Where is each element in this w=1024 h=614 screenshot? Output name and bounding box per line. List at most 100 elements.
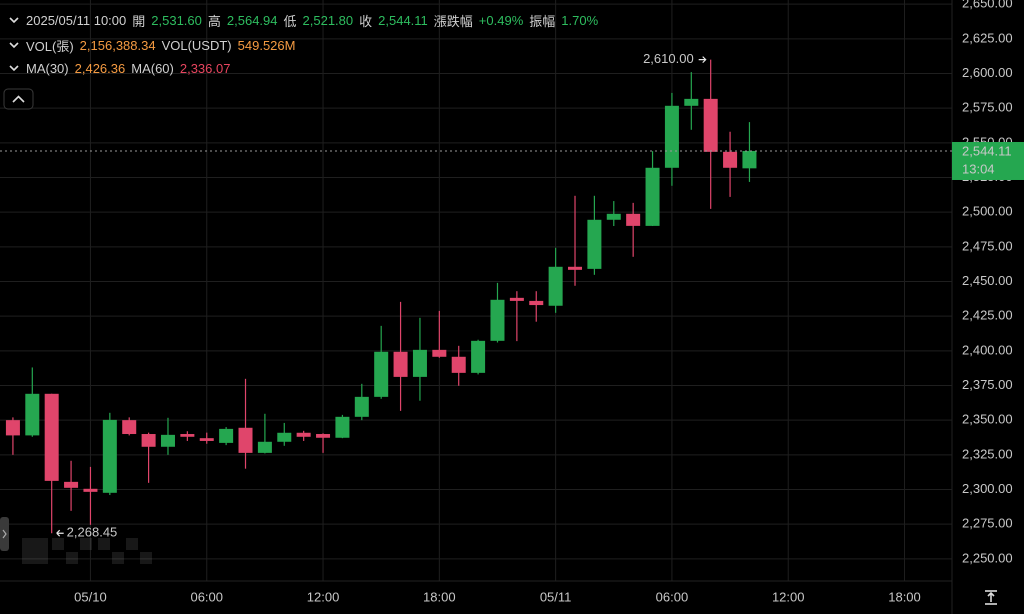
candle-body (5, 420, 20, 436)
y-tick-label: 2,450.00 (962, 273, 1013, 288)
watermark (22, 538, 152, 564)
candle-body (141, 434, 156, 447)
candle-body (587, 219, 602, 269)
value: +0.49% (478, 12, 524, 28)
candle-body (25, 393, 40, 436)
label: 高 (207, 13, 221, 29)
candle-body (548, 266, 563, 306)
candle-body (723, 151, 738, 168)
x-tick-label: 05/10 (74, 589, 107, 604)
candle-body (238, 427, 253, 453)
last-price-label: 2,544.11 (962, 143, 1012, 158)
candle-body (703, 98, 718, 152)
side-tab-icon (2, 529, 7, 539)
candle-body (102, 419, 117, 493)
x-tick-label: 12:00 (307, 589, 340, 604)
candle-body (684, 98, 699, 106)
y-tick-label: 2,250.00 (962, 550, 1013, 565)
y-tick-label: 2,400.00 (962, 342, 1013, 357)
y-tick-label: 2,425.00 (962, 308, 1013, 323)
label: 振幅 (529, 13, 556, 29)
datetime: 2025/05/11 10:00 (26, 12, 127, 28)
value: 2,564.94 (226, 12, 278, 28)
y-tick-label: 2,375.00 (962, 377, 1013, 392)
candle-body (180, 434, 195, 437)
low-label: 2,268.45 (67, 525, 118, 540)
x-tick-label: 06:00 (190, 589, 223, 604)
candle-body (296, 432, 311, 437)
x-tick-label: 05/11 (540, 589, 572, 604)
candle-body (354, 396, 369, 417)
label: 低 (283, 13, 297, 29)
ohlc-row: 2025/05/11 10:00 開 2,531.60 高 2,564.94 低 2,… (8, 11, 598, 29)
y-tick-label: 2,575.00 (962, 100, 1013, 115)
row-toggle[interactable] (8, 14, 20, 26)
candle-body (412, 349, 427, 377)
candle-body (160, 434, 175, 447)
row-toggle[interactable] (8, 62, 20, 74)
candle-body (568, 266, 583, 270)
value: 2,426.36 (74, 60, 126, 76)
value: 2,521.80 (302, 12, 354, 28)
candle-body (393, 351, 408, 377)
candle-body (64, 481, 79, 488)
ma-row: MA(30) 2,426.36 MA(60) 2,336.07 (8, 59, 230, 77)
candle-body (645, 167, 660, 226)
y-tick-label: 2,325.00 (962, 446, 1013, 461)
value: 1.70% (561, 12, 599, 28)
candle-body (471, 340, 486, 373)
x-tick-label: 12:00 (772, 589, 805, 604)
candle-body (316, 434, 331, 438)
reset-axis-button[interactable] (985, 590, 997, 605)
candle-body (44, 393, 59, 481)
candle-body (451, 356, 466, 373)
row-toggle[interactable] (8, 39, 20, 51)
candle-body (122, 420, 137, 435)
y-tick-label: 2,300.00 (962, 481, 1013, 496)
collapse-button[interactable] (3, 88, 34, 110)
label: VOL(張) (26, 38, 74, 54)
candle-body (626, 213, 641, 226)
candle-body (83, 488, 98, 492)
candle-body (374, 351, 389, 397)
last-price-badge (952, 141, 1024, 180)
high-label: 2,610.00 (643, 51, 694, 66)
label: 開 (132, 13, 146, 29)
value: 2,531.60 (151, 12, 202, 28)
y-tick-label: 2,475.00 (962, 238, 1013, 253)
candle-body (335, 416, 350, 438)
label: VOL(USDT) (161, 37, 232, 53)
value: 2,156,388.34 (79, 37, 156, 53)
collapse-icon (12, 95, 25, 103)
x-tick-label: 06:00 (656, 589, 689, 604)
label: MA(30) (26, 60, 69, 76)
high-arrow (698, 56, 707, 64)
low-arrow (56, 529, 64, 537)
value: 549.526M (237, 37, 296, 53)
candle-body (529, 300, 544, 306)
y-tick-label: 2,350.00 (962, 412, 1013, 427)
candle-body (219, 428, 234, 443)
y-tick-label: 2,650.00 (962, 0, 1013, 11)
y-tick-label: 2,500.00 (962, 204, 1013, 219)
y-tick-label: 2,625.00 (962, 30, 1013, 45)
candle-body (257, 441, 272, 453)
label: MA(60) (131, 60, 174, 76)
y-tick-label: 2,275.00 (962, 516, 1013, 531)
label: 漲跌幅 (433, 13, 473, 29)
value: 2,544.11 (378, 12, 428, 28)
volume-row: VOL(張) 2,156,388.34 VOL(USDT) 549.526M (8, 36, 295, 54)
side-tab[interactable] (0, 517, 9, 551)
x-tick-label: 18:00 (888, 589, 921, 604)
candle-body (199, 438, 214, 441)
y-tick-label: 2,600.00 (962, 65, 1013, 80)
x-tick-label: 18:00 (423, 589, 456, 604)
value: 2,336.07 (179, 60, 231, 76)
candle-body (742, 150, 757, 169)
candle-body (664, 105, 679, 168)
candle-body (432, 349, 447, 357)
candle-body (490, 299, 505, 341)
countdown-label: 13:04 (962, 161, 995, 176)
